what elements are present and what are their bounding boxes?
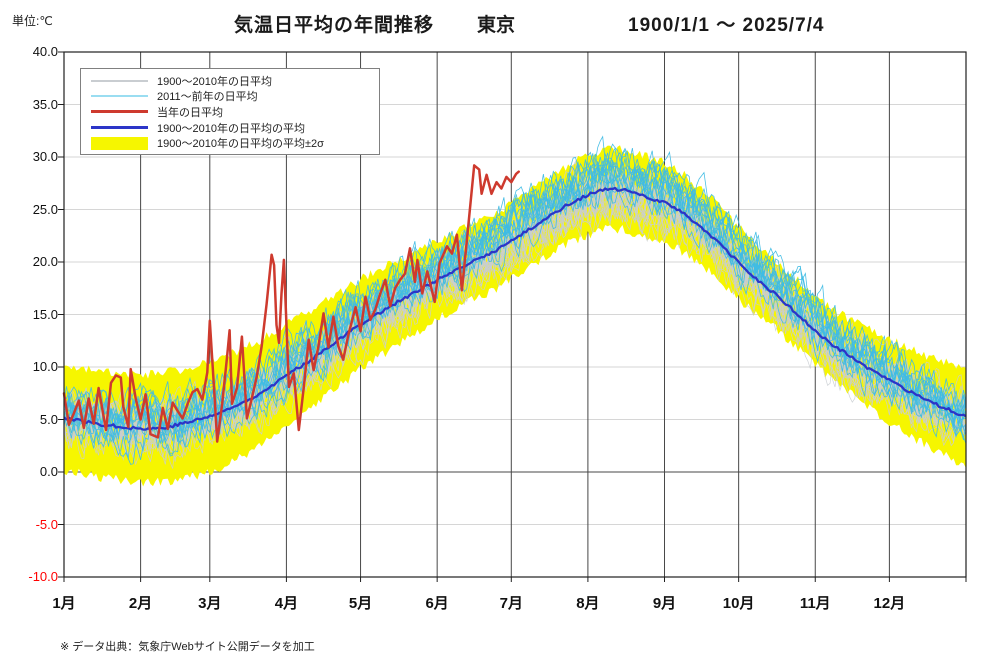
x-tick-label: 7月 (499, 595, 523, 612)
y-tick-label: 40.0 (32, 44, 58, 59)
y-tick-label: 15.0 (32, 306, 58, 322)
mean-line (63, 186, 967, 431)
legend-line-swatch (91, 79, 148, 82)
legend-item: 当年の日平均 (91, 104, 379, 120)
legend-item: 1900～2010年の日平均の平均±2σ (91, 135, 379, 151)
x-tick-label: 11月 (799, 595, 831, 612)
y-tick-label: 0.0 (39, 464, 58, 479)
legend-label: 1900～2010年の日平均の平均±2σ (157, 138, 324, 151)
x-tick-label: 6月 (425, 595, 449, 612)
x-tick-label: 8月 (576, 595, 600, 612)
y-tick-label: 20.0 (32, 254, 58, 269)
legend-line-swatch (91, 110, 148, 114)
legend-item: 1900～2010年の日平均 (91, 73, 379, 89)
chart-legend: 1900～2010年の日平均 2011～前年の日平均 当年の日平均 1900～2010… (80, 68, 380, 155)
legend-line-swatch (91, 95, 148, 98)
x-tick-label: 4月 (274, 595, 299, 612)
current-year-line (62, 164, 520, 443)
x-tick-label: 10月 (722, 595, 755, 612)
location-label: 東京 (477, 15, 516, 36)
x-tick-label: 2月 (128, 595, 153, 612)
chart-plot-area (58, 51, 967, 582)
page-title: 気温日平均の年間推移 (234, 15, 435, 36)
unit-label: 単位:℃ (12, 14, 53, 28)
y-tick-label: 25.0 (32, 201, 58, 217)
legend-label: 1900～2010年の日平均 (157, 75, 272, 88)
band-mean-plus-minus-2sigma (64, 145, 966, 487)
date-range-label: 1900/1/1 ～ 2025/7/4 (628, 15, 825, 36)
legend-label: 当年の日平均 (157, 106, 223, 119)
legend-label: 1900～2010年の日平均の平均 (157, 122, 305, 135)
chart-svg (58, 51, 967, 582)
y-tick-label: -5.0 (35, 516, 58, 532)
x-tick-label: 3月 (198, 595, 222, 612)
y-tick-label: -10.0 (28, 569, 58, 584)
legend-label: 2011～前年の日平均 (157, 91, 258, 104)
legend-band-swatch (91, 136, 148, 150)
data-source-note: ※ データ出典：気象庁Webサイト公開データを加工 (60, 641, 315, 653)
legend-item: 2011～前年の日平均 (91, 89, 379, 105)
x-tick-label: 1月 (52, 595, 76, 612)
y-tick-label: 35.0 (32, 96, 58, 112)
y-tick-label: 30.0 (32, 149, 58, 164)
x-tick-label: 12月 (873, 595, 906, 612)
y-tick-label: 5.0 (39, 411, 58, 427)
legend-item: 1900～2010年の日平均の平均 (91, 120, 379, 136)
legend-line-swatch (91, 126, 148, 130)
x-tick-label: 5月 (348, 595, 373, 612)
y-tick-label: 10.0 (32, 359, 58, 374)
x-tick-label: 9月 (652, 595, 677, 612)
